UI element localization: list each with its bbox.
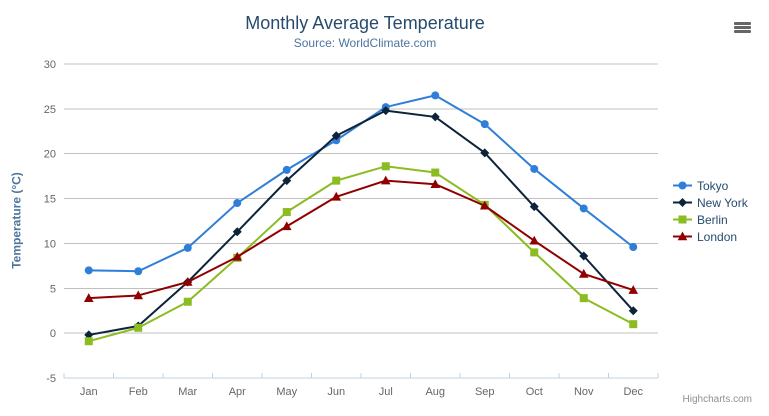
x-tick-label: Nov	[574, 386, 594, 398]
legend-item-new-york[interactable]: New York	[673, 194, 748, 211]
x-tick-label: Aug	[425, 386, 445, 398]
y-axis-title: Temperature (°C)	[9, 172, 24, 269]
y-tick-label: 10	[44, 238, 56, 250]
circle-marker-icon	[673, 181, 692, 190]
x-tick-label: Dec	[623, 386, 643, 398]
chart-title: Monthly Average Temperature	[245, 13, 485, 33]
y-tick-label: 25	[44, 104, 56, 116]
x-tick-label: Jan	[80, 386, 98, 398]
series-berlin[interactable]	[84, 162, 638, 346]
y-tick-label: 0	[50, 328, 56, 340]
legend-label: London	[697, 229, 738, 244]
x-axis	[63, 373, 659, 379]
legend-item-london[interactable]: London	[673, 228, 748, 245]
x-axis-labels: Jan Feb Mar Apr May Jun Jul Aug Sep Oct Nov Dec	[80, 386, 644, 398]
y-tick-label: 15	[44, 194, 56, 206]
legend-item-berlin[interactable]: Berlin	[673, 211, 748, 228]
legend-label: Tokyo	[697, 178, 729, 193]
x-tick-label: Jul	[379, 386, 393, 398]
x-tick-label: Mar	[178, 386, 197, 398]
triangle-marker-icon	[673, 231, 692, 241]
hamburger-icon	[734, 22, 751, 25]
x-tick-label: May	[276, 386, 297, 398]
series-london[interactable]	[83, 175, 639, 302]
y-tick-label: 20	[44, 149, 56, 161]
y-tick-label: 30	[44, 59, 56, 71]
y-axis-labels: -5 0 5 10 15 20 25 30	[44, 59, 56, 385]
legend: Tokyo New York Berlin London	[673, 177, 748, 245]
y-tick-label: -5	[46, 373, 56, 385]
square-marker-icon	[673, 215, 692, 224]
x-tick-label: Feb	[129, 386, 148, 398]
context-menu-button[interactable]	[733, 20, 752, 35]
x-tick-label: Apr	[229, 386, 246, 398]
series-new-york[interactable]	[84, 106, 638, 340]
x-tick-label: Jun	[327, 386, 345, 398]
series-line-berlin	[87, 165, 635, 343]
hamburger-icon	[734, 30, 751, 33]
y-gridlines	[64, 63, 658, 379]
legend-label: Berlin	[697, 212, 728, 227]
series-tokyo[interactable]	[84, 91, 638, 276]
series-line-london	[87, 179, 635, 300]
legend-item-tokyo[interactable]: Tokyo	[673, 177, 748, 194]
legend-label: New York	[697, 195, 748, 210]
series-line-tokyo	[87, 94, 635, 273]
hamburger-icon	[734, 26, 751, 29]
highcharts-credit[interactable]: Highcharts.com	[682, 394, 752, 405]
series-line-new-york	[87, 109, 635, 336]
chart-subtitle: Source: WorldClimate.com	[293, 36, 437, 50]
diamond-marker-icon	[673, 198, 692, 207]
x-tick-label: Oct	[526, 386, 543, 398]
x-tick-label: Sep	[475, 386, 495, 398]
y-tick-label: 5	[50, 283, 56, 295]
